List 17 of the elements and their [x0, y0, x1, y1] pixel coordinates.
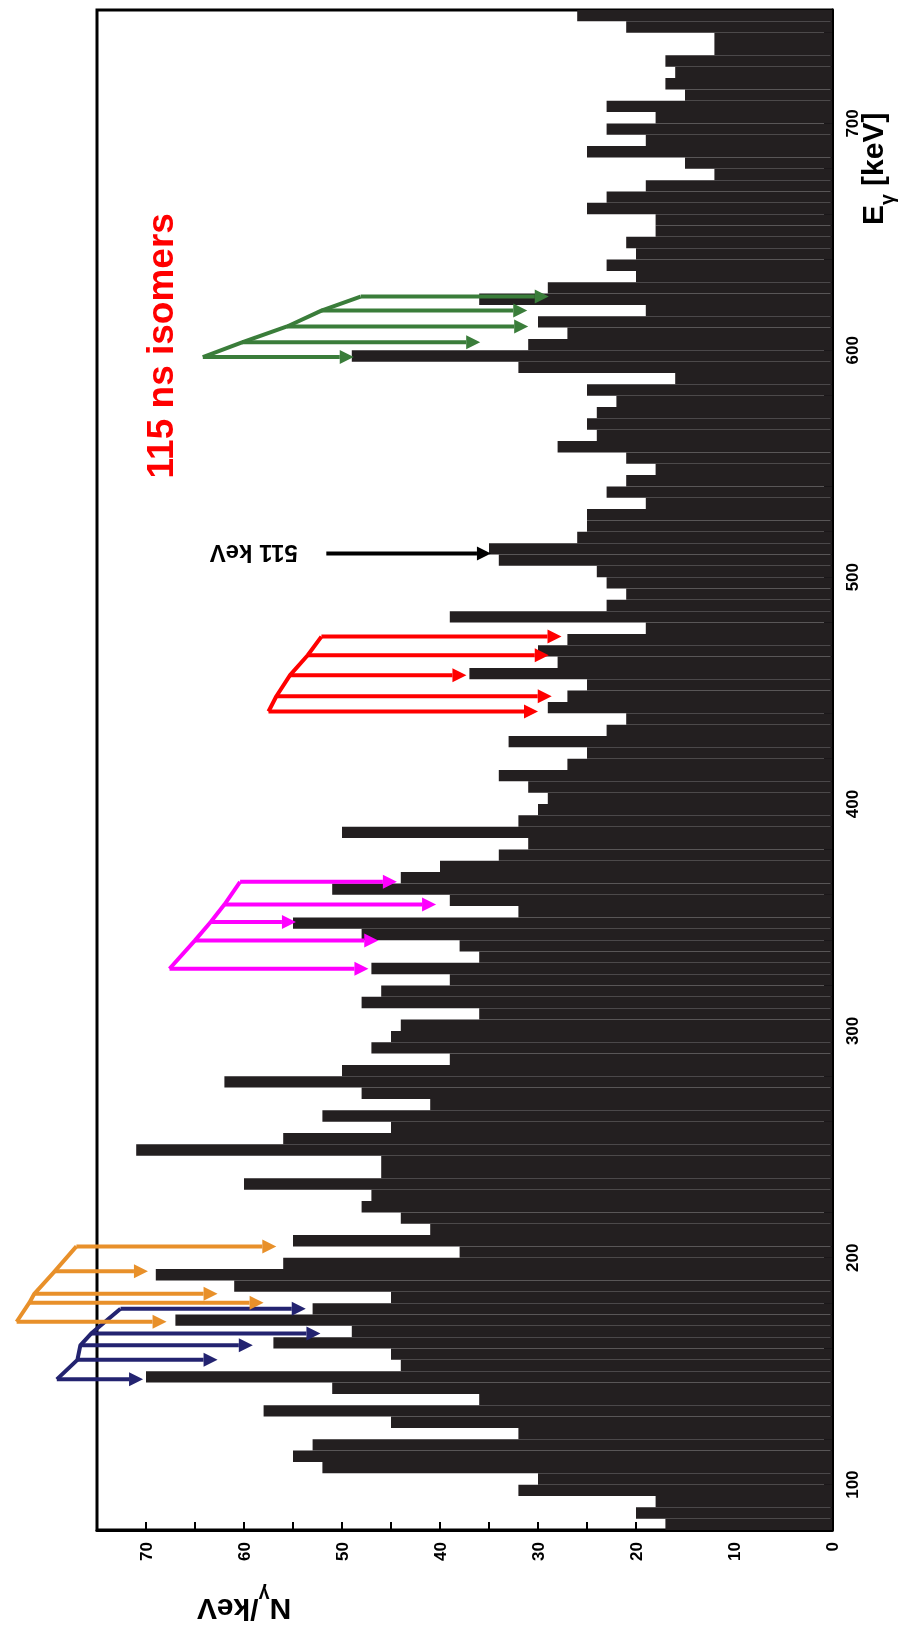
y-tick-label: 400 — [843, 789, 862, 819]
x-tick-label: 30 — [528, 1542, 548, 1561]
y-tick-label: 700 — [843, 109, 862, 138]
annotation: 115 ns isomers — [139, 213, 181, 479]
y-tick-label: 500 — [843, 562, 862, 592]
x-tick-label: 0 — [822, 1542, 842, 1552]
y-tick-label: 600 — [843, 336, 862, 365]
x-tick-label: 60 — [234, 1542, 254, 1561]
annotation: 511 keV — [209, 539, 298, 567]
y-tick-label: 100 — [843, 1470, 862, 1499]
x-tick-label: 70 — [136, 1542, 156, 1561]
y-tick-label: 200 — [843, 1243, 862, 1272]
x-tick-label: 50 — [332, 1542, 352, 1561]
x-tick-label: 20 — [626, 1542, 646, 1561]
y-tick-label: 300 — [843, 1016, 862, 1046]
x-tick-label: 10 — [724, 1542, 744, 1561]
x-tick-label: 40 — [430, 1542, 450, 1561]
